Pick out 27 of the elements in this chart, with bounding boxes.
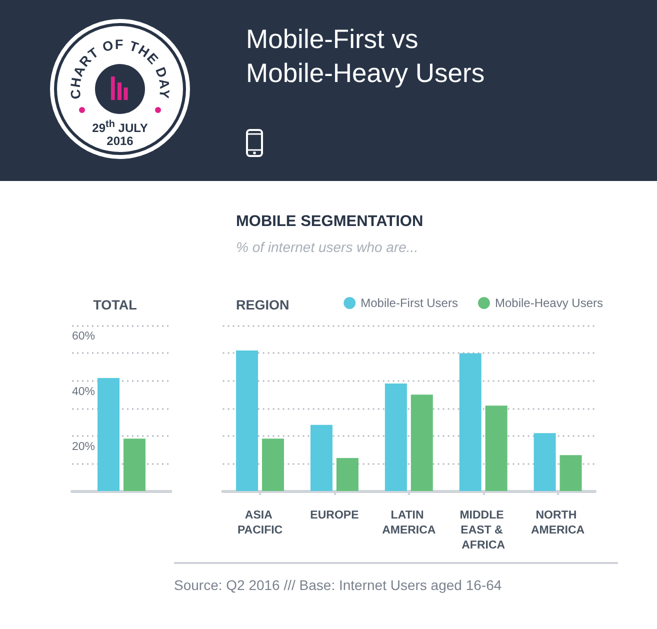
bar	[560, 455, 582, 491]
legend-label: Mobile-Heavy Users	[494, 296, 603, 310]
x-tick-label: EUROPE	[310, 510, 360, 522]
bar	[534, 433, 556, 491]
text: MOBILE SEGMENTATION	[236, 213, 424, 231]
source-note: Source: Q2 2016 /// Base: Internet Users aged 16-64	[174, 577, 502, 593]
chart-title: TOTAL	[93, 298, 137, 312]
legend-label: Mobile-First Users	[360, 296, 458, 310]
bar	[384, 384, 407, 491]
y-tick-label: 60%	[72, 330, 96, 343]
chart-title: REGION	[236, 298, 290, 312]
x-tick-label: LATIN AMERICA	[382, 510, 436, 536]
bar	[485, 406, 508, 491]
x-tick-label: ASIA PACIFIC	[237, 510, 283, 536]
text: % of internet users who are...	[236, 239, 418, 255]
text: Mobile-First vs Mobile-Heavy Users	[246, 23, 486, 90]
y-tick-label: 20%	[72, 440, 96, 453]
bar	[310, 424, 332, 491]
text: 29$^{th}$ JULY 2016	[91, 119, 149, 148]
x-tick-label: MIDDLE EAST & AFRICA	[460, 510, 507, 552]
bar	[336, 458, 358, 491]
bar	[236, 350, 258, 491]
bar	[410, 394, 433, 491]
bar	[262, 438, 284, 491]
bar	[459, 353, 482, 491]
x-tick-label: NORTH AMERICA	[530, 510, 585, 536]
y-tick-label: 40%	[72, 386, 96, 398]
